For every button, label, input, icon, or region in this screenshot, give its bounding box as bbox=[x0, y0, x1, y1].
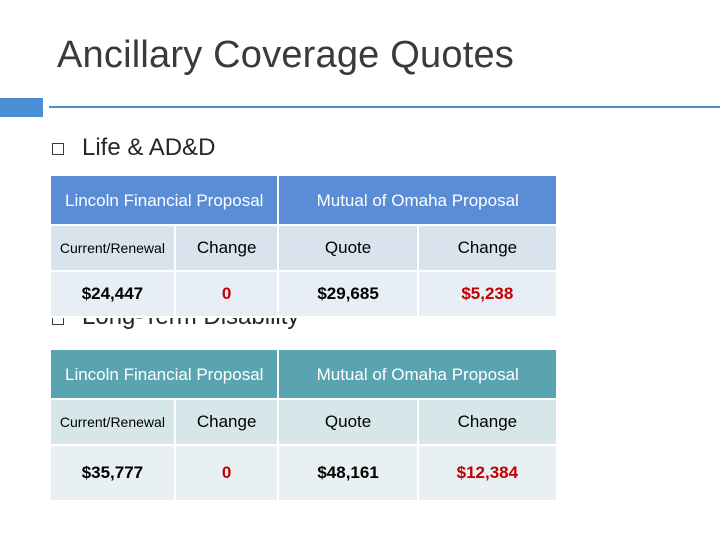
col-current-renewal: Current/Renewal bbox=[49, 398, 176, 446]
col-current-renewal: Current/Renewal bbox=[49, 224, 176, 272]
life-add-quote-table: Lincoln Financial Proposal Mutual of Oma… bbox=[48, 174, 559, 318]
value-quote: $48,161 bbox=[277, 444, 419, 502]
col-quote: Quote bbox=[277, 398, 419, 446]
col-change: Change bbox=[416, 398, 559, 446]
header-lincoln-financial: Lincoln Financial Proposal bbox=[48, 174, 280, 226]
value-current-renewal: $24,447 bbox=[49, 270, 176, 318]
value-change-lincoln: 0 bbox=[173, 270, 280, 318]
header-lincoln-financial: Lincoln Financial Proposal bbox=[48, 348, 280, 400]
col-change: Change bbox=[173, 398, 280, 446]
value-current-renewal: $35,777 bbox=[49, 444, 176, 502]
title-accent-block bbox=[0, 98, 43, 117]
header-mutual-of-omaha: Mutual of Omaha Proposal bbox=[277, 174, 558, 226]
value-quote: $29,685 bbox=[277, 270, 419, 318]
value-change-lincoln: 0 bbox=[173, 444, 280, 502]
header-mutual-of-omaha: Mutual of Omaha Proposal bbox=[277, 348, 558, 400]
slide-title: Ancillary Coverage Quotes bbox=[57, 34, 514, 76]
value-change-omaha: $5,238 bbox=[416, 270, 559, 318]
bullet-square-icon bbox=[52, 143, 64, 155]
bullet-life-add: Life & AD&D bbox=[82, 134, 216, 161]
value-change-omaha: $12,384 bbox=[416, 444, 559, 502]
col-quote: Quote bbox=[277, 224, 419, 272]
col-change: Change bbox=[173, 224, 280, 272]
title-divider bbox=[49, 106, 720, 108]
ltd-quote-table: Lincoln Financial Proposal Mutual of Oma… bbox=[48, 348, 559, 502]
col-change: Change bbox=[416, 224, 559, 272]
